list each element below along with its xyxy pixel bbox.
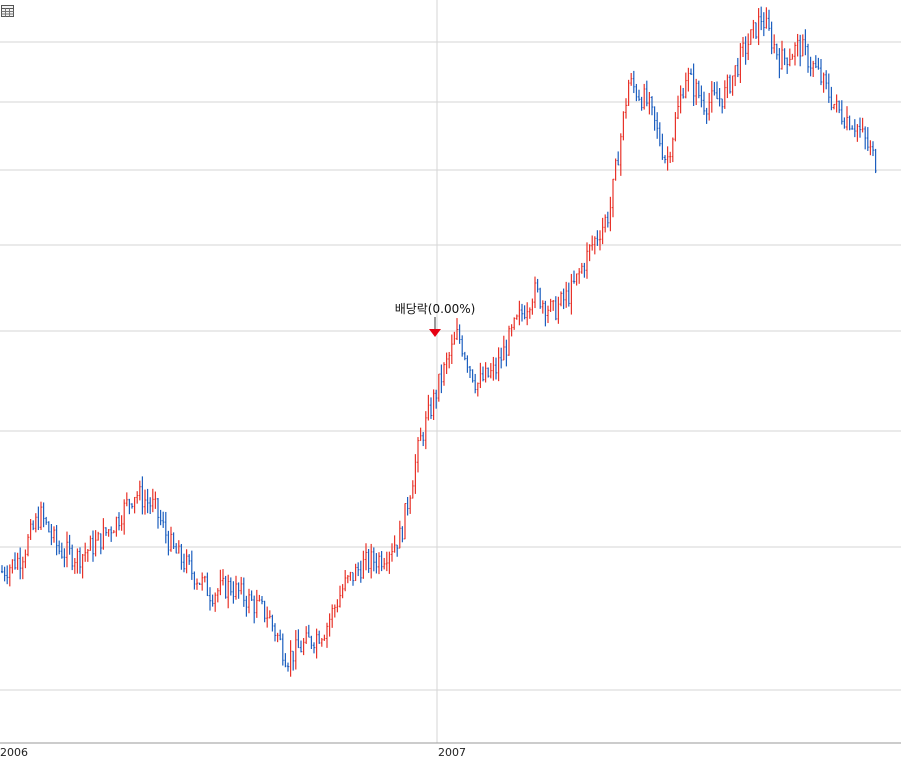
- x-axis-ticks: 2006 2007: [0, 746, 466, 759]
- x-tick-label: 2006: [0, 746, 28, 759]
- price-bars: [1, 6, 877, 677]
- dividend-marker: 배당락(0.00%): [395, 302, 476, 337]
- table-grid-icon[interactable]: [1, 2, 14, 17]
- dividend-marker-triangle: [429, 329, 441, 337]
- x-tick-label: 2007: [438, 746, 466, 759]
- dividend-annotation-label: 배당락(0.00%): [395, 302, 476, 316]
